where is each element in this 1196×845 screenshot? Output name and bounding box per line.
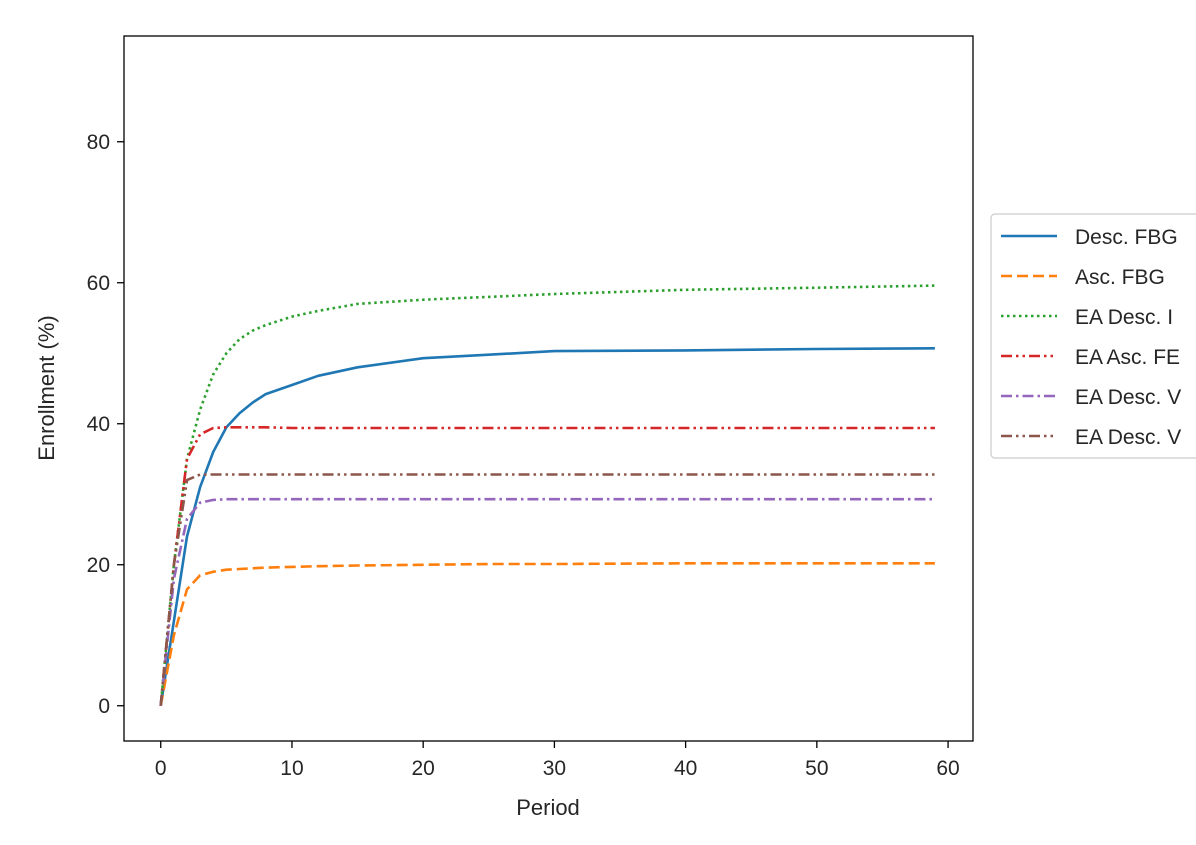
x-tick-label: 40	[674, 757, 697, 780]
legend-label: EA Desc. V	[1075, 386, 1181, 409]
y-tick-label: 80	[87, 131, 110, 154]
series-layer	[159, 284, 935, 707]
x-tick-label: 50	[805, 757, 828, 780]
legend-label: EA Desc. V	[1075, 426, 1181, 449]
series-line	[159, 497, 935, 706]
legend-label: EA Asc. FE	[1075, 346, 1180, 369]
legend-label: EA Desc. I	[1075, 306, 1173, 329]
y-tick-label: 0	[98, 695, 110, 718]
x-axis-label: Period	[516, 795, 580, 820]
y-axis-label: Enrollment (%)	[34, 315, 59, 460]
x-tick-label: 60	[936, 757, 959, 780]
plot-frame	[123, 35, 974, 742]
x-tick-label: 30	[543, 757, 566, 780]
x-tick-label: 0	[155, 757, 167, 780]
x-tick-label: 20	[412, 757, 435, 780]
y-axis: 0 20 40 60 80	[87, 131, 124, 718]
series-line	[159, 473, 935, 706]
y-tick-label: 20	[87, 554, 110, 577]
y-tick-label: 40	[87, 413, 110, 436]
legend: Desc. FBG Asc. FBG EA Desc. I EA Asc. FE EA …	[990, 213, 1196, 459]
series-line	[159, 425, 935, 706]
series-line	[159, 561, 935, 707]
legend-label: Asc. FBG	[1075, 266, 1165, 289]
y-tick-label: 60	[87, 272, 110, 295]
legend-label: Desc. FBG	[1075, 226, 1178, 249]
x-tick-label: 10	[280, 757, 303, 780]
plot-background	[124, 36, 973, 741]
x-axis: 0 10 20 30 40 50 60	[155, 741, 960, 780]
series-line	[159, 347, 935, 707]
legend-frame	[990, 213, 1196, 459]
